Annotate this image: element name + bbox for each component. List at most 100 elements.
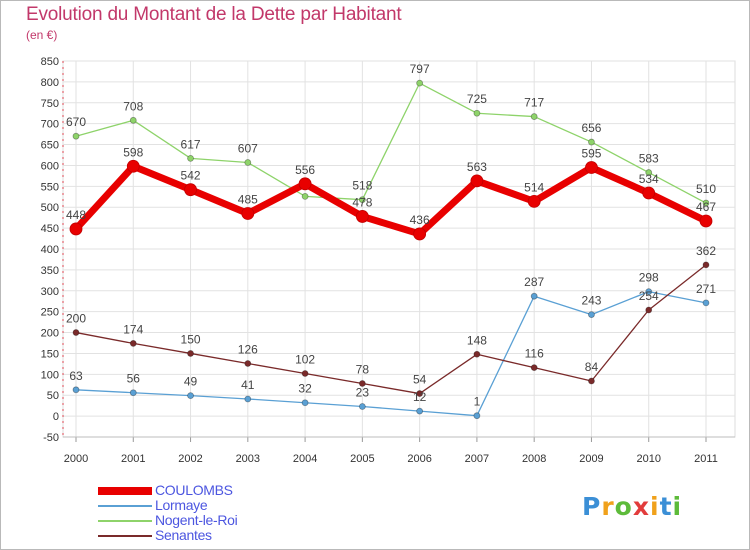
data-label: 478 [352, 195, 372, 209]
x-tick-label: 2002 [178, 453, 202, 465]
data-label: 670 [66, 115, 86, 129]
series-line-nogent-le-roi [75, 82, 707, 204]
data-label: 514 [524, 180, 544, 194]
x-tick-label: 2010 [636, 453, 660, 465]
data-label: 518 [352, 179, 372, 193]
legend-swatch [98, 487, 152, 495]
data-label: 362 [696, 244, 716, 258]
y-tick-label: 450 [41, 223, 59, 235]
data-point [72, 386, 80, 394]
data-point [473, 350, 481, 358]
data-label: 56 [127, 372, 141, 386]
data-label: 797 [410, 62, 430, 76]
data-label: 148 [467, 333, 487, 347]
legend-swatch [98, 505, 152, 507]
data-point [301, 399, 309, 407]
data-point [588, 138, 595, 146]
y-tick-label: 700 [41, 119, 59, 131]
data-point [129, 340, 137, 347]
data-label: 436 [410, 213, 430, 227]
chart-title: Evolution du Montant de la Dette par Hab… [26, 4, 402, 25]
data-point [244, 159, 252, 166]
data-label: 271 [696, 282, 716, 296]
x-tick-label: 2001 [121, 453, 145, 465]
data-point [244, 360, 252, 367]
data-label: 54 [413, 373, 427, 387]
data-point [645, 288, 653, 296]
data-point [473, 109, 481, 117]
data-label: 200 [66, 312, 86, 326]
y-tick-label: 200 [41, 328, 59, 340]
data-label: 298 [639, 271, 659, 285]
data-label: 243 [581, 294, 601, 308]
data-point [129, 116, 137, 124]
logo-letter: P [582, 492, 602, 521]
data-point [530, 292, 538, 300]
y-tick-label: 250 [41, 307, 59, 319]
data-label: 583 [639, 152, 659, 166]
data-label: 534 [639, 172, 659, 186]
data-label: 23 [356, 386, 370, 400]
data-point [355, 210, 369, 223]
y-tick-label: 350 [41, 265, 59, 277]
data-label: 598 [123, 145, 143, 159]
legend-swatch [98, 520, 152, 522]
legend-swatch [98, 535, 152, 537]
logo-letter: o [614, 492, 633, 521]
logo-letter: t [659, 492, 673, 521]
data-point [702, 199, 710, 207]
data-label: 102 [295, 352, 315, 366]
x-tick-label: 2007 [465, 453, 489, 465]
data-point [184, 183, 197, 197]
data-point [298, 177, 312, 191]
chart-subtitle: (en €) [26, 28, 58, 42]
logo-letter: i [672, 492, 683, 521]
data-point [530, 113, 538, 120]
data-point [129, 389, 137, 397]
logo-letter: i [650, 492, 660, 521]
data-label: 563 [467, 160, 487, 174]
y-tick-label: 150 [41, 348, 59, 360]
y-tick-label: 400 [41, 244, 59, 256]
legend-label: Nogent-le-Roi [155, 512, 238, 528]
data-point [416, 407, 424, 415]
data-label: 78 [356, 363, 370, 377]
y-tick-label: 750 [41, 98, 59, 110]
data-label: 448 [66, 208, 86, 222]
data-point [416, 390, 424, 397]
data-label: 41 [241, 378, 255, 392]
data-point [187, 154, 194, 162]
y-tick-label: 650 [41, 140, 59, 152]
data-label: 84 [585, 360, 599, 374]
data-label: 1 [474, 395, 481, 409]
x-tick-label: 2011 [694, 453, 718, 465]
data-point [69, 222, 83, 236]
data-point [126, 159, 140, 173]
y-tick-label: 600 [41, 160, 59, 172]
series-line-senantes [75, 264, 707, 395]
data-label: 595 [581, 147, 601, 161]
data-label: 174 [123, 322, 143, 336]
data-label: 12 [413, 390, 427, 404]
data-point [645, 306, 653, 314]
x-tick-label: 2008 [522, 453, 546, 465]
data-label: 150 [181, 332, 201, 346]
data-point [301, 370, 309, 377]
data-label: 116 [525, 347, 544, 361]
data-point [470, 174, 484, 188]
data-label: 556 [295, 163, 315, 177]
data-point [301, 192, 309, 200]
data-label: 63 [69, 369, 83, 383]
y-tick-label: 500 [41, 202, 59, 214]
x-tick-label: 2004 [293, 453, 317, 465]
logo-letter: x [632, 492, 650, 521]
proxiti-logo: Proxiti [582, 492, 682, 521]
data-label: 656 [581, 121, 601, 135]
data-label: 32 [298, 382, 312, 396]
legend-label: Senantes [155, 527, 212, 543]
x-tick-label: 2006 [407, 453, 431, 465]
data-point [702, 261, 710, 269]
data-point [473, 412, 481, 420]
series-line-coulombs [73, 162, 708, 238]
